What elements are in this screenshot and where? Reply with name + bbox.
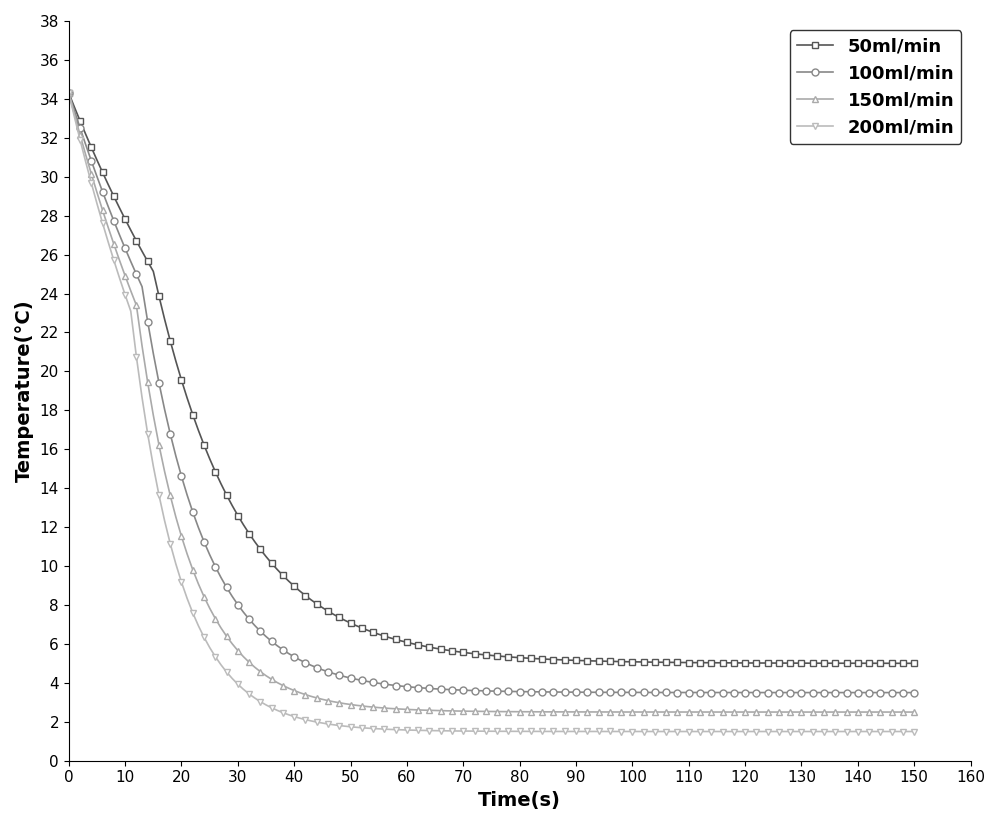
200ml/min <box>908 727 920 737</box>
200ml/min <box>63 88 75 98</box>
Line: 150ml/min: 150ml/min <box>65 90 918 715</box>
Line: 50ml/min: 50ml/min <box>65 90 918 667</box>
50ml/min <box>891 658 903 668</box>
50ml/min <box>598 656 610 666</box>
50ml/min <box>908 658 920 668</box>
150ml/min <box>576 707 588 717</box>
100ml/min <box>63 88 75 98</box>
100ml/min <box>891 688 903 698</box>
100ml/min <box>576 687 588 697</box>
150ml/min <box>63 88 75 98</box>
50ml/min <box>63 88 75 98</box>
50ml/min <box>361 625 373 635</box>
100ml/min <box>908 688 920 698</box>
Line: 100ml/min: 100ml/min <box>65 90 918 696</box>
150ml/min <box>908 707 920 717</box>
150ml/min <box>891 707 903 717</box>
100ml/min <box>655 687 667 697</box>
Line: 200ml/min: 200ml/min <box>65 90 918 735</box>
200ml/min <box>576 727 588 737</box>
Legend: 50ml/min, 100ml/min, 150ml/min, 200ml/min: 50ml/min, 100ml/min, 150ml/min, 200ml/mi… <box>790 30 961 144</box>
50ml/min <box>655 658 667 667</box>
50ml/min <box>576 656 588 666</box>
150ml/min <box>655 707 667 717</box>
100ml/min <box>598 687 610 697</box>
200ml/min <box>655 727 667 737</box>
200ml/min <box>474 726 486 736</box>
100ml/min <box>361 676 373 686</box>
200ml/min <box>361 724 373 733</box>
100ml/min <box>474 686 486 695</box>
200ml/min <box>891 727 903 737</box>
150ml/min <box>361 701 373 711</box>
150ml/min <box>598 707 610 717</box>
Y-axis label: Temperature(°C): Temperature(°C) <box>15 299 34 482</box>
150ml/min <box>474 706 486 716</box>
50ml/min <box>474 649 486 659</box>
200ml/min <box>598 727 610 737</box>
X-axis label: Time(s): Time(s) <box>478 791 561 810</box>
